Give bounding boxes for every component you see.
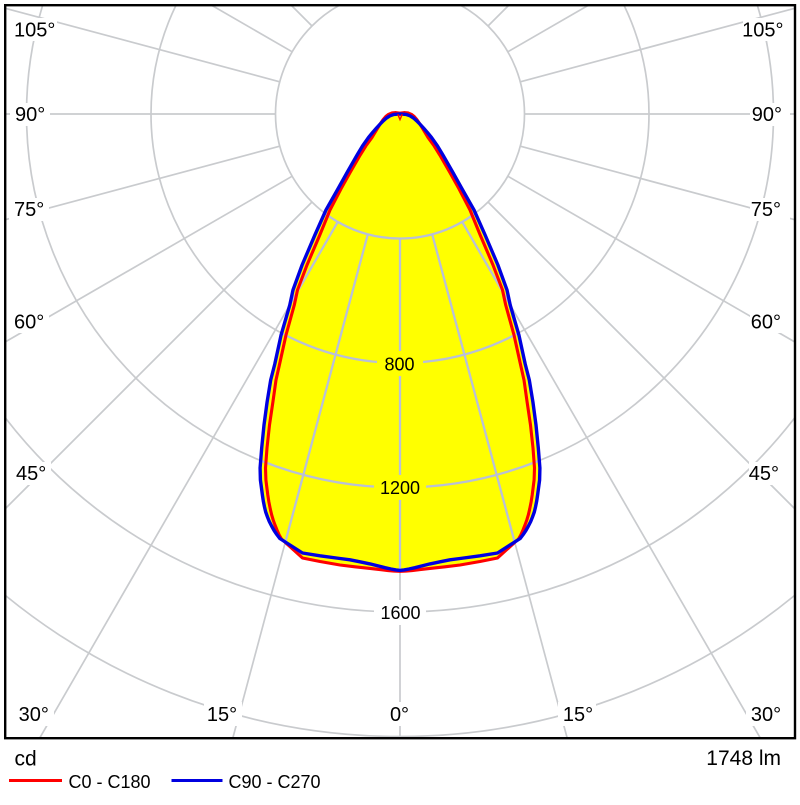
svg-text:800: 800 [384,355,414,375]
svg-text:30°: 30° [751,704,781,726]
svg-text:90°: 90° [752,104,782,126]
svg-text:105°: 105° [742,20,783,42]
svg-text:1200: 1200 [380,478,420,498]
svg-text:90°: 90° [15,104,45,126]
svg-text:60°: 60° [14,312,44,334]
svg-text:0°: 0° [390,704,409,726]
svg-text:60°: 60° [751,312,781,334]
svg-text:105°: 105° [14,20,55,42]
svg-text:1748 lm: 1748 lm [706,747,781,770]
svg-text:45°: 45° [16,463,46,485]
svg-text:45°: 45° [749,463,779,485]
svg-text:30°: 30° [19,704,49,726]
svg-text:C90 - C270: C90 - C270 [229,772,321,792]
svg-text:75°: 75° [14,199,44,221]
svg-text:75°: 75° [751,199,781,221]
svg-text:cd: cd [15,747,37,770]
svg-text:15°: 15° [563,704,593,726]
svg-text:15°: 15° [207,704,237,726]
svg-text:1600: 1600 [380,603,420,623]
svg-text:C0 - C180: C0 - C180 [69,772,151,792]
